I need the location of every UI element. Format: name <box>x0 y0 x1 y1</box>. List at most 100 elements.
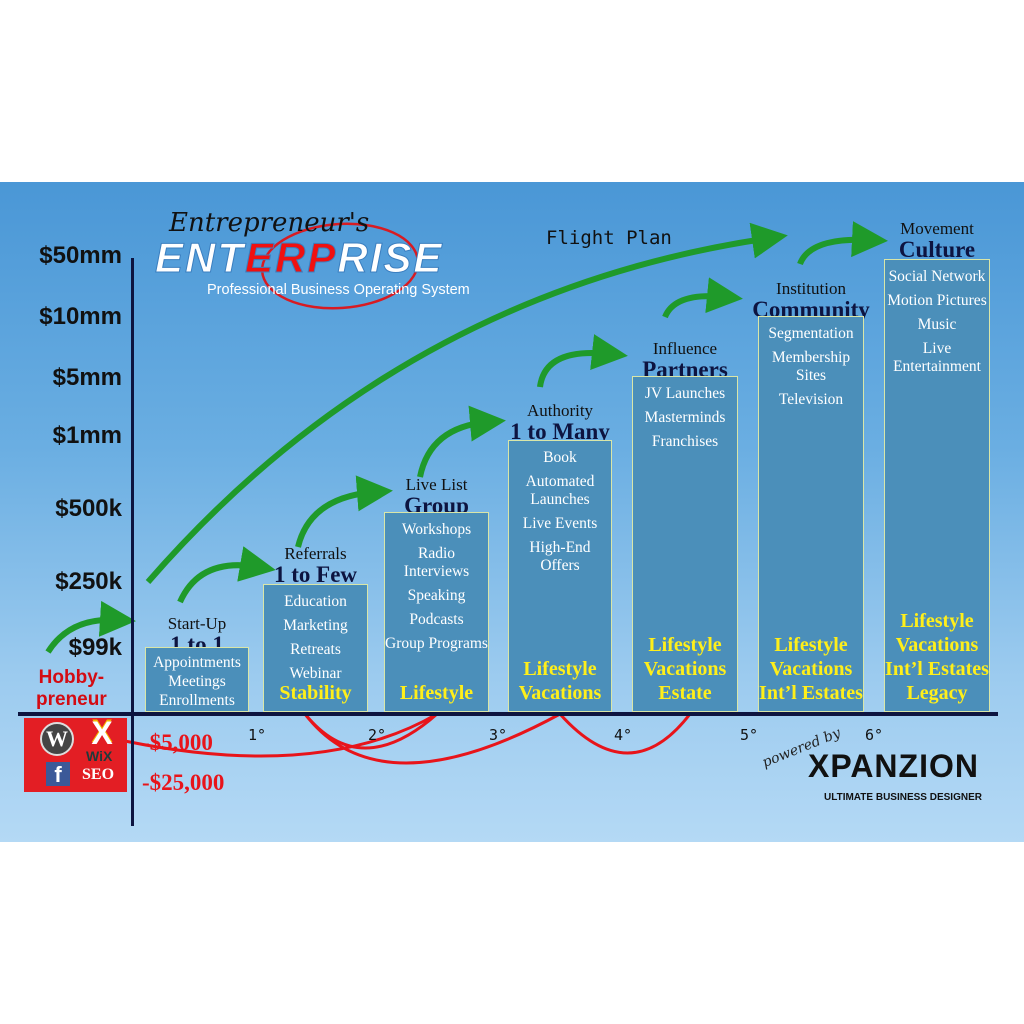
x-tick: 6° <box>865 726 884 744</box>
tools-badge: W X WiX f SEO <box>24 715 127 792</box>
stage-item: Masterminds <box>644 409 726 426</box>
stage-item: Motion Pictures <box>887 292 987 309</box>
loss-curve <box>558 712 692 755</box>
stage-item: JV Launches <box>644 385 726 402</box>
stage-item: Live Events <box>522 515 598 532</box>
stage-item: Workshops <box>401 521 472 538</box>
stage-item: Book <box>543 449 577 466</box>
hobby-line: Hobby- <box>38 667 105 688</box>
x-tick: 3° <box>489 726 508 744</box>
xpanzion-brand: powered by XPANZION ULTIMATE BUSINESS DE… <box>758 722 998 812</box>
brand-tagline: ULTIMATE BUSINESS DESIGNER <box>824 792 982 803</box>
stage-item: Podcasts <box>409 611 464 628</box>
stage-item: Appointments <box>153 654 241 671</box>
stage-result: Lifestyle Vacations Estate <box>643 634 727 704</box>
erp-circle <box>260 222 420 310</box>
stage-box: Social Network Motion Pictures Music Live E… <box>884 259 990 712</box>
stage-heading: Referrals 1 to Few <box>274 544 357 587</box>
x-tick: 2° <box>368 726 387 744</box>
y-label: $50mm <box>39 242 122 269</box>
logo-part: RISE <box>337 234 444 281</box>
stage-box: Appointments Meetings Enrollments <box>145 647 249 712</box>
growth-arrow-4 <box>537 334 628 388</box>
growth-arrow-2 <box>295 475 393 548</box>
loss-curve <box>119 712 438 758</box>
brand-name: XPANZION <box>808 748 979 784</box>
stage-subtitle: Influence <box>652 339 718 358</box>
stage-item: Group Programs <box>385 635 488 652</box>
stage-box: Education Marketing Retreats Webinar Stabili… <box>263 584 368 712</box>
logo: Entrepreneur's ENTERPRISE Professional B… <box>155 208 470 298</box>
x-axis-line <box>18 712 998 716</box>
stage-item: Franchises <box>651 433 719 450</box>
stage-box: JV Launches Masterminds Franchises Lifestyl… <box>632 376 738 712</box>
y-label: $500k <box>55 495 122 522</box>
stage-item: Segmentation <box>768 325 854 342</box>
stage-item: Automated Launches <box>525 473 595 508</box>
stage-item: High-End Offers <box>529 539 591 574</box>
logo-part: ENT <box>155 234 245 281</box>
y-label: $250k <box>55 568 122 595</box>
growth-arrow-5 <box>662 277 743 319</box>
stage-subtitle: Institution <box>776 279 846 298</box>
stage-item: Retreats <box>290 641 341 658</box>
stage-item: Radio Interviews <box>403 545 470 580</box>
stage-item: Webinar <box>289 665 342 682</box>
stage-title: Culture <box>898 237 976 262</box>
stage-item: Speaking <box>407 587 466 604</box>
stage-item: Meetings <box>168 673 226 690</box>
x-tick: 5° <box>740 726 759 744</box>
y-label: $1mm <box>52 422 122 449</box>
growth-arrow-3 <box>417 405 506 478</box>
growth-arrow-1 <box>177 546 276 604</box>
stage-result: Lifestyle Vacations <box>518 658 602 704</box>
stage-item: Membership Sites <box>771 349 851 384</box>
stage-box: Workshops Radio Interviews Speaking Podcast… <box>384 512 489 712</box>
logo-script: Entrepreneur's <box>169 208 370 238</box>
stage-subtitle: Start-Up <box>167 614 227 633</box>
negative-label: -$25,000 <box>142 770 225 795</box>
logo-part-red: ERP <box>244 234 338 281</box>
stage-subtitle: Movement <box>900 219 974 238</box>
y-axis-line <box>131 258 134 826</box>
growth-arrow-6 <box>797 221 888 266</box>
seo-label: SEO <box>82 766 115 783</box>
stage-result: Lifestyle Vacations Int’l Estates Legacy <box>885 610 989 704</box>
arrows-layer <box>45 221 888 765</box>
negative-label: -$5,000 <box>142 730 213 755</box>
stage-result: Lifestyle <box>399 682 474 704</box>
x-tick: 1° <box>248 726 267 744</box>
stage-item: Education <box>284 593 347 610</box>
logo-wordmark: ENTERPRISE <box>155 236 470 279</box>
stage-result: Stability <box>279 682 352 704</box>
infographic: Entrepreneur's ENTERPRISE Professional B… <box>0 182 1024 842</box>
hobbypreneur-label: Hobby-preneur <box>36 667 107 711</box>
loss-curve <box>303 712 561 765</box>
facebook-icon: f <box>46 762 70 787</box>
wordpress-icon: W <box>40 722 74 756</box>
growth-arrow-0 <box>45 600 136 654</box>
wix-icon: X <box>91 715 113 751</box>
logo-tagline: Professional Business Operating System <box>207 282 470 298</box>
stage-box: Segmentation Membership Sites Television Li… <box>758 316 864 712</box>
stage-heading: Movement Culture <box>899 219 975 262</box>
stage-item: Live Entertainment <box>893 340 981 375</box>
y-label: $99k <box>68 634 122 661</box>
stage-box: Book Automated Launches Live Events High-En… <box>508 440 612 712</box>
flight-plan-label: Flight Plan <box>546 227 672 249</box>
y-label: $5mm <box>52 364 122 391</box>
hobby-line: preneur <box>36 689 107 710</box>
stage-title: 1 to Many <box>510 419 610 444</box>
stage-result: Lifestyle Vacations Int’l Estates <box>759 634 863 704</box>
stage-item: Music <box>917 316 957 333</box>
stage-subtitle: Authority <box>526 401 594 420</box>
wix-label: WiX <box>86 748 113 764</box>
flight-plan-arrow <box>145 222 788 584</box>
stage-subtitle: Referrals <box>284 544 347 563</box>
stage-item: Television <box>778 391 844 408</box>
y-label: $10mm <box>39 303 122 330</box>
stage-item: Enrollments <box>159 692 235 709</box>
stage-item: Marketing <box>283 617 348 634</box>
stage-title: 1 to Few <box>273 562 358 587</box>
stage-heading: Authority 1 to Many <box>510 401 610 444</box>
